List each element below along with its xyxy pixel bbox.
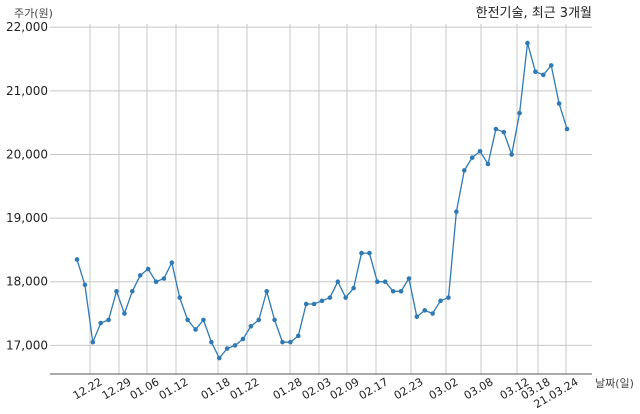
x-tick-label: 02.23 (392, 375, 426, 402)
x-tick-label: 01.18 (199, 375, 233, 402)
x-tick-label: 01.22 (228, 375, 262, 402)
data-point (477, 148, 483, 154)
data-point (335, 279, 341, 285)
data-point (185, 317, 190, 323)
data-point (556, 101, 562, 106)
data-point (517, 110, 522, 116)
x-tick-label: 12.22 (71, 375, 105, 402)
data-point (430, 311, 435, 316)
data-point (446, 295, 451, 300)
data-point (224, 346, 230, 351)
x-tick-label: 02.17 (357, 375, 391, 402)
x-tick-label: 03.02 (427, 375, 461, 402)
data-point (295, 333, 301, 339)
data-point (414, 314, 420, 320)
data-point (493, 126, 499, 132)
data-point (303, 301, 309, 307)
data-point (240, 336, 246, 342)
data-point (359, 250, 364, 256)
y-tick-label: 18,000 (6, 275, 48, 289)
data-point (201, 317, 206, 323)
x-axis-label: 날짜(일) (595, 376, 634, 390)
x-tick-label: 01.12 (157, 375, 191, 402)
data-point (509, 152, 514, 157)
data-point (177, 295, 183, 300)
data-point (114, 288, 119, 294)
data-point (501, 129, 507, 135)
data-point (422, 308, 428, 313)
data-point (98, 320, 104, 326)
x-tick-label: 01.28 (271, 375, 305, 402)
y-axis-label: 주가(원) (14, 7, 53, 20)
data-point (351, 285, 356, 291)
data-point (319, 298, 325, 304)
grid-layer (50, 24, 592, 374)
data-point (145, 266, 151, 272)
data-point (169, 260, 175, 265)
series-layer (74, 40, 570, 361)
data-point (375, 279, 380, 285)
data-point (406, 276, 412, 281)
data-point (209, 339, 214, 345)
x-tick-label: 01.06 (128, 375, 162, 402)
data-point (525, 40, 530, 46)
data-point (533, 69, 538, 75)
y-tick-label: 20,000 (6, 147, 48, 161)
x-tick-label: 02.03 (300, 375, 334, 402)
y-tick-label: 22,000 (6, 20, 48, 34)
x-tick-label: 02.09 (328, 375, 362, 402)
chart-title: 한전기술, 최근 3개월 (476, 6, 592, 21)
data-point (161, 276, 167, 281)
data-point (106, 317, 111, 323)
data-point (264, 288, 269, 294)
y-tick-label: 21,000 (6, 84, 48, 98)
data-point (564, 126, 570, 132)
data-point (193, 327, 198, 332)
data-point (343, 295, 349, 300)
data-point (327, 295, 333, 300)
data-point (122, 311, 127, 316)
x-tick-label: 03.08 (462, 375, 496, 402)
data-point (461, 168, 467, 173)
data-point (280, 339, 285, 345)
y-tick-labels: 17,000 18,000 19,000 20,000 21,000 22,000 (6, 20, 48, 352)
data-point (137, 273, 143, 278)
data-point (438, 298, 443, 304)
data-point (272, 317, 277, 323)
data-point (90, 339, 96, 345)
data-point (248, 323, 254, 329)
data-point (74, 257, 80, 262)
data-point (548, 63, 554, 68)
data-point (232, 343, 238, 348)
data-point (390, 288, 396, 294)
data-point (469, 155, 475, 160)
data-point (311, 301, 317, 307)
data-point (398, 288, 404, 294)
data-point (216, 355, 222, 361)
x-tick-label: 12.29 (100, 375, 134, 402)
data-point (382, 279, 388, 285)
y-tick-label: 19,000 (6, 211, 48, 225)
data-point (540, 72, 546, 78)
data-point (485, 161, 491, 167)
data-point (288, 339, 293, 345)
data-point (454, 209, 459, 215)
data-point (256, 317, 262, 323)
data-point (130, 288, 135, 294)
data-point (367, 250, 372, 256)
y-tick-label: 17,000 (6, 338, 48, 352)
data-point (82, 282, 88, 288)
data-point (153, 279, 159, 285)
